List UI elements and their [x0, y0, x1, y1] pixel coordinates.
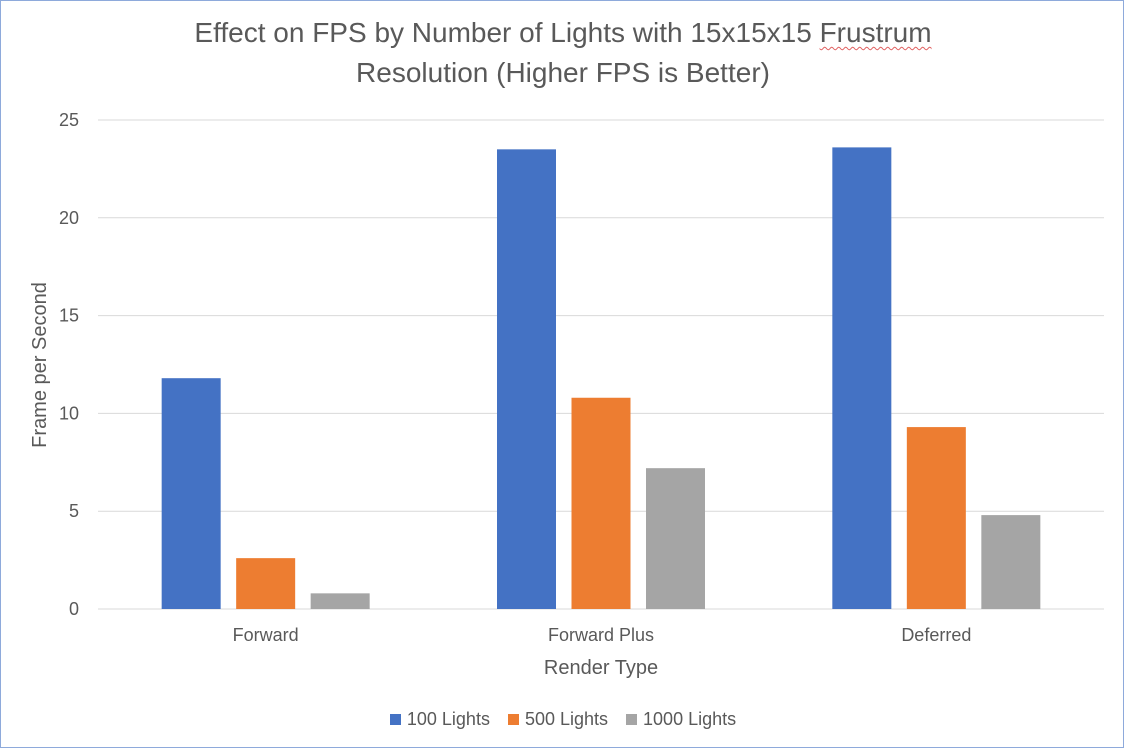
bar	[571, 397, 631, 609]
y-tick-label: 25	[59, 110, 79, 130]
legend-label: 500 Lights	[524, 709, 609, 729]
tick-labels: 0 5 10 15 20 25 Forward Forward Plus Deferred	[59, 110, 971, 645]
y-tick-label: 5	[69, 501, 79, 521]
bar	[236, 558, 296, 609]
x-tick-label: Forward Plus	[548, 625, 654, 645]
y-tick-label: 15	[59, 306, 79, 326]
x-axis-title: Render Type	[544, 657, 658, 679]
bar	[646, 468, 705, 609]
bar	[981, 515, 1041, 609]
bar	[161, 378, 221, 609]
y-tick-label: 20	[59, 208, 79, 228]
legend-swatch	[389, 714, 401, 725]
bar	[310, 593, 370, 609]
x-tick-label: Deferred	[901, 625, 971, 645]
y-axis-title: Frame per Second	[29, 282, 51, 448]
x-tick-label: Forward	[233, 625, 299, 645]
bar	[832, 147, 892, 609]
chart-title-line1: Effect on FPS by Number of Lights with 1…	[1, 17, 1124, 49]
bar	[906, 427, 966, 609]
bars	[161, 147, 1041, 609]
legend-label: 1000 Lights	[643, 709, 737, 729]
legend-swatch	[626, 714, 638, 725]
legend-label: 100 Lights	[406, 709, 490, 729]
legend-swatch	[507, 714, 519, 725]
chart-title-line2: Resolution (Higher FPS is Better)	[356, 57, 770, 88]
chart-title-flagged-word: Frustrum	[819, 17, 932, 48]
legend-item: 1000 Lights	[626, 709, 736, 730]
chart-title-text: Effect on FPS by Number of Lights with 1…	[194, 17, 812, 48]
y-tick-label: 0	[69, 599, 79, 619]
y-tick-label: 10	[59, 403, 79, 423]
legend-item: 100 Lights	[389, 709, 490, 730]
bar	[497, 149, 556, 609]
legend: 100 Lights 500 Lights 1000 Lights	[1, 709, 1124, 730]
legend-item: 500 Lights	[507, 709, 609, 730]
